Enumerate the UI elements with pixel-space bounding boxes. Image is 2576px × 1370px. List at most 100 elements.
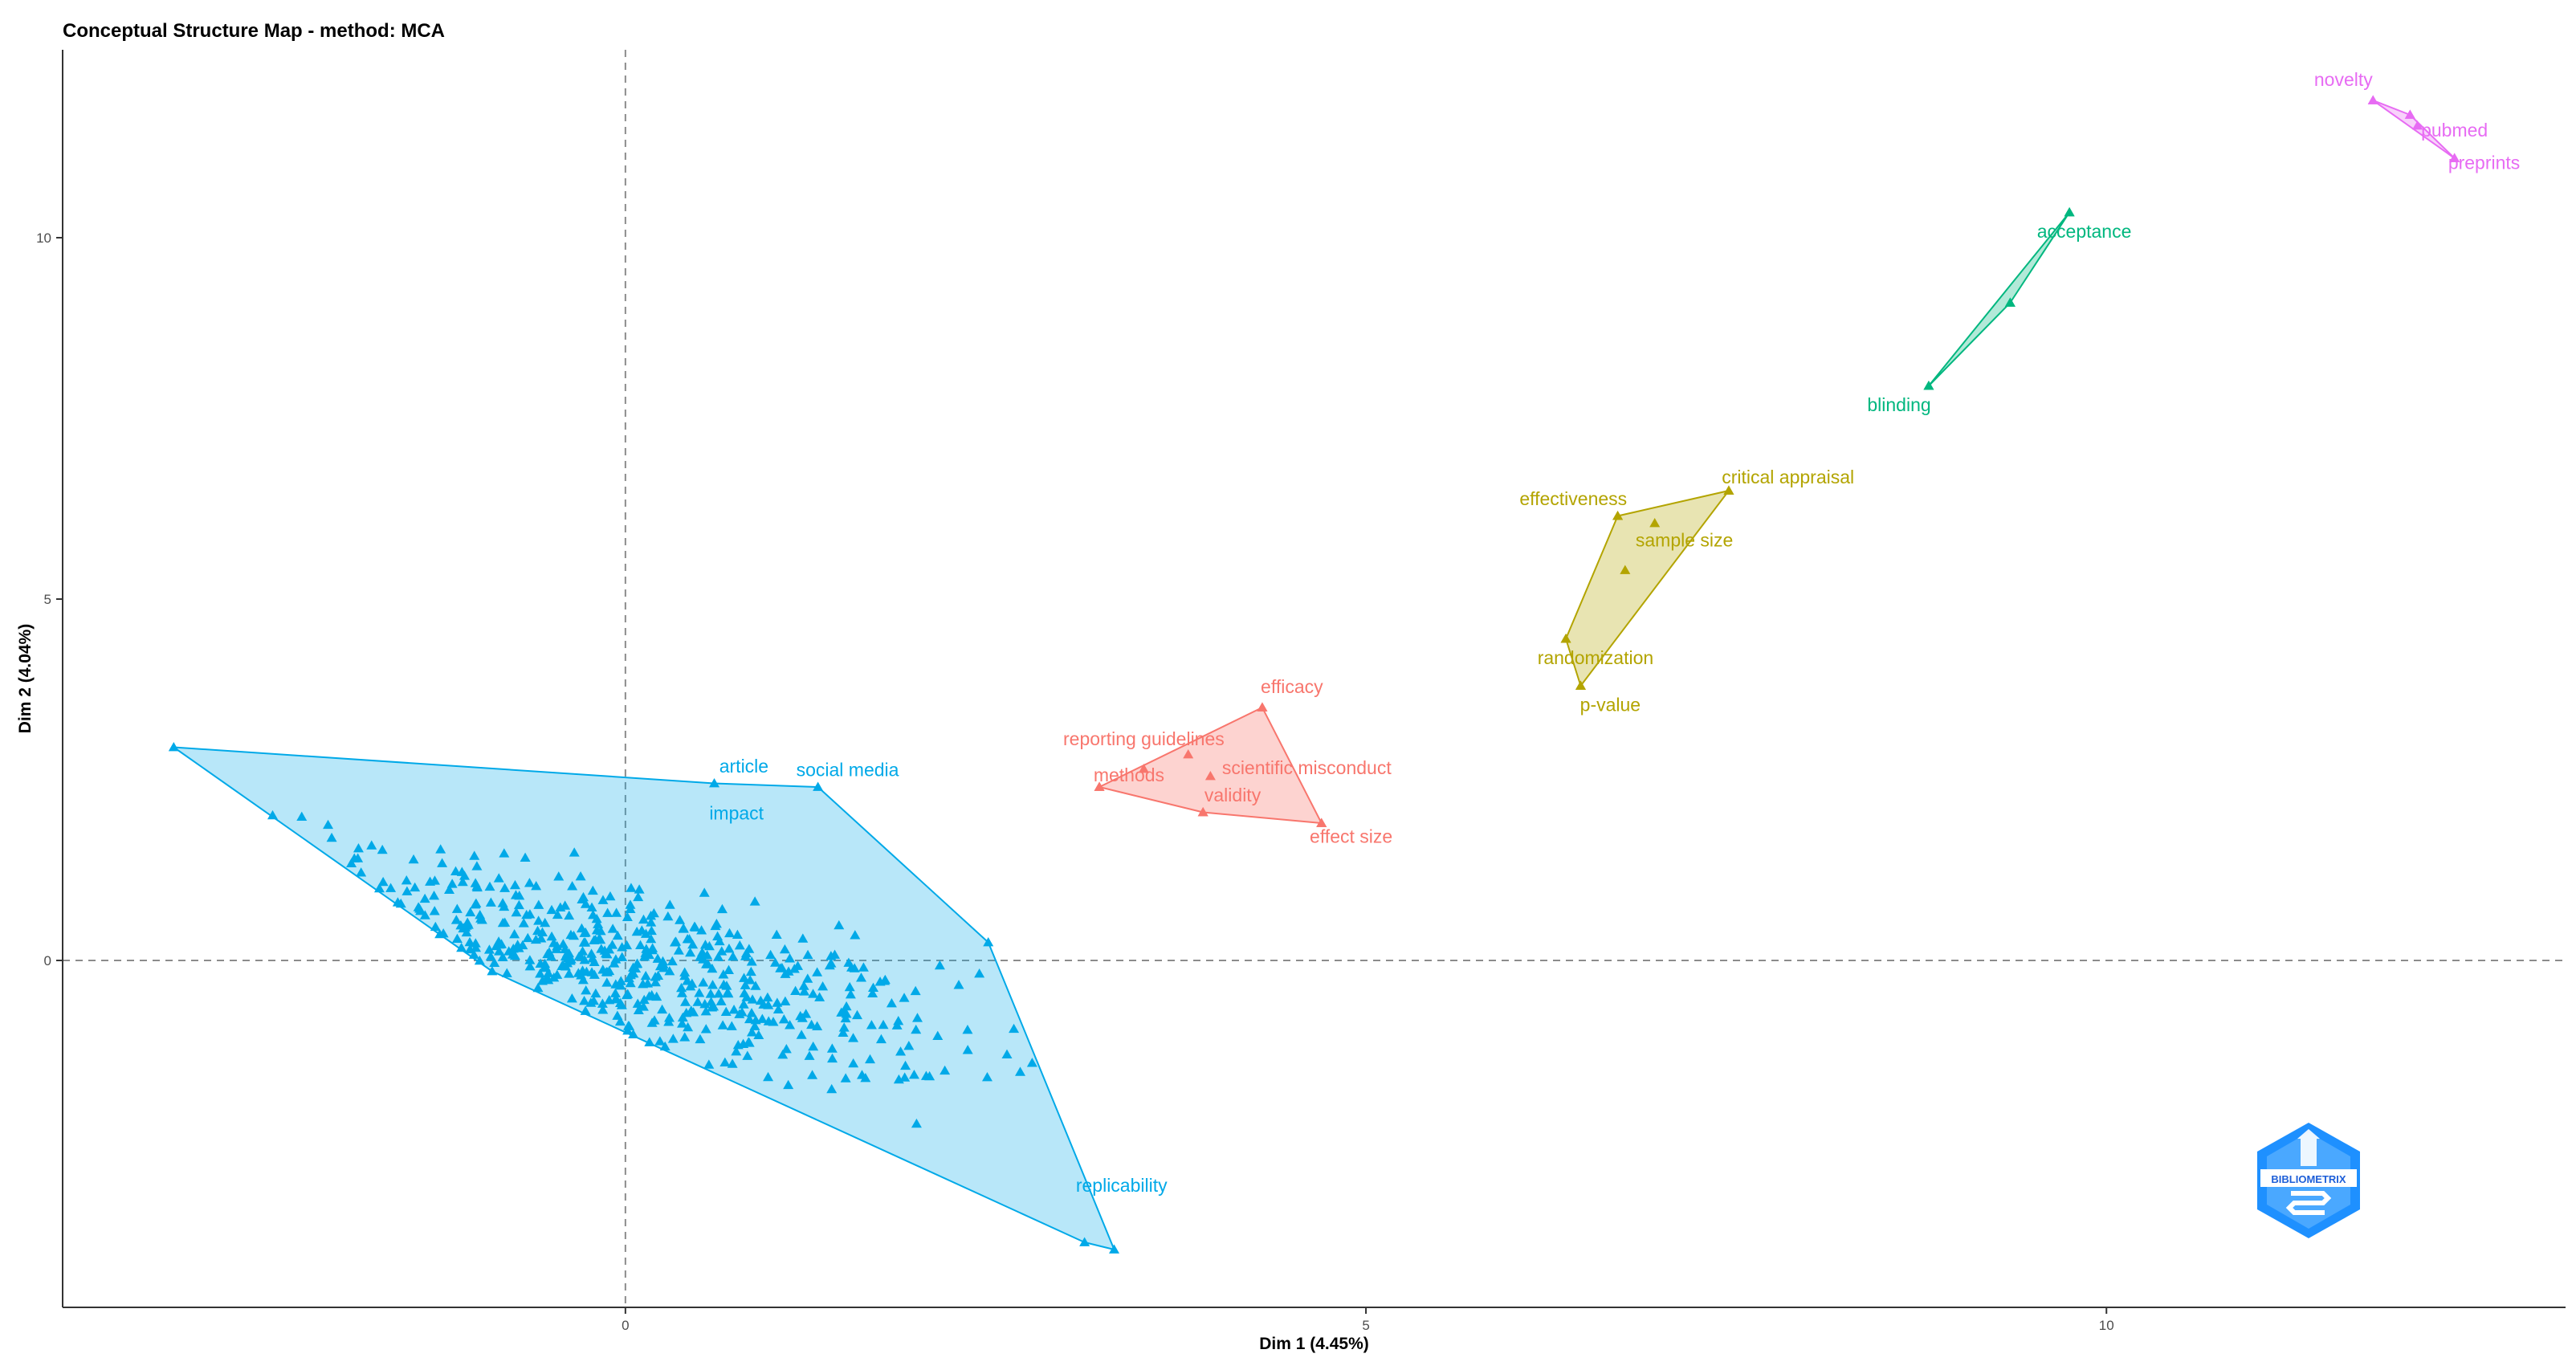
cluster-1-point [455,920,467,930]
cluster-1-point [552,909,563,919]
logo-text: BIBLIOMETRIX [2271,1173,2346,1185]
bibliometrix-logo: BIBLIOMETRIX [2257,1123,2360,1238]
cluster-1-point [843,957,854,967]
cluster-1-point [808,1041,819,1051]
cluster-1-point [687,939,699,949]
cluster-1-point [804,1050,815,1060]
keyword-labels: article social media impact replicability ef… [709,69,2520,1196]
cluster-1-point [698,977,709,987]
cluster-1-point [566,993,577,1003]
cluster-1-point [648,907,659,918]
cluster-1-point [589,956,600,967]
cluster-1-point [625,977,636,988]
cluster-1-point [430,921,441,932]
cluster-1-point [666,956,678,966]
cluster-5-point [2412,120,2423,130]
cluster-4-hull [1927,211,2071,387]
cluster-1-point [553,871,565,881]
cluster-1-point [912,1013,923,1022]
cluster-1-point [900,1060,911,1070]
cluster-1-point [578,937,589,947]
cluster-1-point [408,854,419,864]
cluster-1-point [535,968,546,978]
cluster-1-point [895,1046,907,1056]
cluster-1-point [517,940,528,950]
cluster-1-point [520,852,531,862]
cluster-1-point [673,945,684,955]
cluster-1-point [747,994,758,1004]
cluster-1-point [911,1118,922,1128]
cluster-1-point [711,919,722,928]
cluster-1-point [688,1007,699,1017]
cluster-1-point [609,988,621,997]
cluster-1-point [564,910,575,920]
cluster-1-point [489,957,500,967]
keyword-label: efficacy [1261,676,1323,697]
cluster-1-point [587,885,598,895]
cluster-1-point [597,998,608,1008]
cluster-1-point [676,982,687,993]
cluster-1-point [850,930,861,940]
cluster-1-point [494,946,505,956]
cluster-1-point [451,933,463,944]
cluster-1-point [739,972,750,982]
y-tick-label: 5 [44,592,51,607]
cluster-1-point [813,781,824,791]
cluster-1-point [798,981,809,990]
cluster-1-point [524,878,535,887]
cluster-1-point [565,929,577,940]
cluster-1-point [510,890,521,899]
cluster-1-point [633,891,644,902]
cluster-1-point [868,982,879,992]
cluster-1-point [763,1016,774,1025]
cluster-1-point [678,924,689,933]
cluster-1-point [743,1037,754,1046]
cluster-1-point [617,952,628,961]
cluster-1-point [756,1013,768,1023]
cluster-2-point [1197,807,1209,817]
cluster-4-point [2064,207,2075,217]
cluster-1-point [497,898,508,907]
cluster-1-point [497,917,508,928]
cluster-1-point [591,925,602,935]
cluster-1-point [734,1009,745,1018]
cluster-1-point [886,998,897,1008]
cluster-1-point [716,903,728,914]
cluster-1-point [720,1006,732,1016]
cluster-2-point [1316,818,1327,827]
cluster-1-point [642,978,654,988]
cluster-1-point [557,939,569,948]
cluster-hulls [173,100,2456,1250]
cluster-1-point [353,843,364,853]
keyword-label: methods [1094,765,1164,785]
cluster-1-point [348,853,360,862]
cluster-1-point [564,948,575,958]
cluster-1-point [597,1005,609,1014]
cluster-1-point [470,899,481,909]
cluster-1-point [817,981,829,991]
cluster-1-point [366,840,377,850]
cluster-1-point [744,1013,755,1024]
cluster-1-point [716,946,728,956]
cluster-1-point [499,848,510,858]
cluster-1-point [385,883,397,892]
cluster-1-point [940,1065,951,1075]
keyword-label: effectiveness [1519,488,1627,509]
cluster-1-point [707,980,719,989]
cluster-1-point [487,966,498,976]
cluster-1-point [468,949,479,959]
cluster-1-point [865,1054,876,1064]
cluster-1-point [932,1030,944,1041]
cluster-1-point [684,934,695,944]
cluster-1-point [732,1039,744,1050]
cluster-1-point [586,902,597,912]
cluster-1-point [750,1014,761,1025]
cluster-1-point [524,909,536,919]
cluster-1-point [702,950,713,960]
cluster-1-point [586,948,597,958]
cluster-1-point [601,949,613,959]
cluster-1-point [465,907,476,917]
cluster-1-point [607,940,618,949]
cluster-1-point [802,973,813,983]
cluster-1-point [793,960,804,970]
